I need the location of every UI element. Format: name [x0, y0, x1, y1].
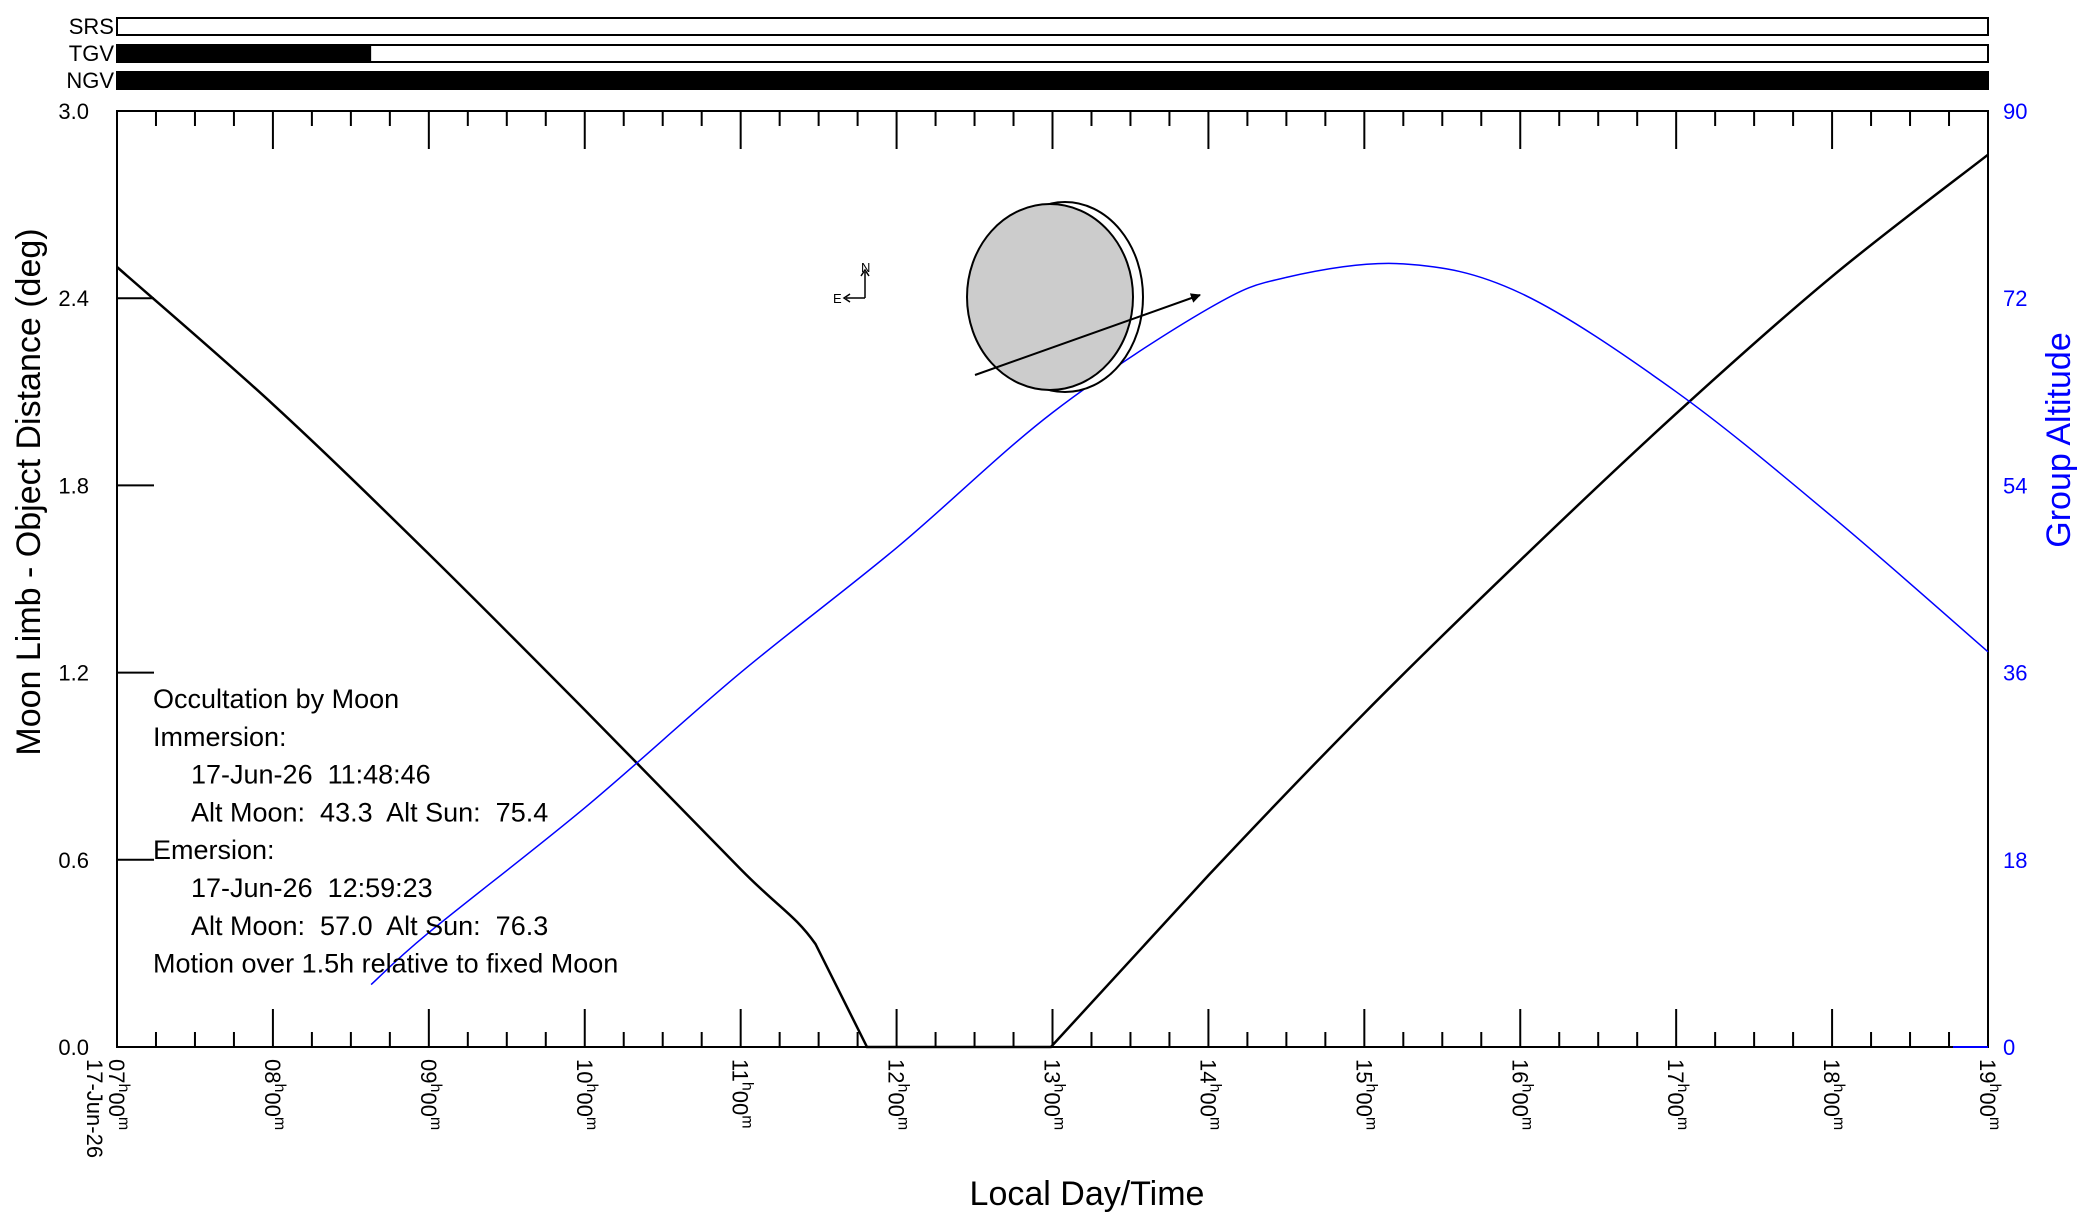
x-tick-label: 08h00m — [260, 1059, 288, 1130]
x-tick-label: 07h00m — [104, 1059, 132, 1130]
y-left-tick-label: 0.6 — [58, 848, 89, 873]
visibility-bar-label: TGV — [69, 41, 115, 66]
y-right-tick-label: 54 — [2003, 473, 2027, 498]
visibility-bar-tgv — [116, 44, 1989, 63]
y-axis-left-title: Moon Limb - Object Distance (deg) — [10, 228, 48, 755]
date-label: 17-Jun-26 — [82, 1059, 107, 1158]
info-line: Immersion: — [153, 722, 287, 752]
y-right-tick-label: 0 — [2003, 1035, 2015, 1060]
info-line: Emersion: — [153, 835, 275, 865]
axes: 07h00m 08h00m 09h00m 10h00m 11h00m 12h00m 13h0… — [58, 99, 2027, 1158]
x-axis-title: Local Day/Time — [970, 1175, 1205, 1212]
compass-e-label: E — [833, 291, 842, 306]
x-tick-label: 13h00m — [1040, 1059, 1068, 1130]
info-text: Occultation by Moon Immersion: 17-Jun-26 1… — [153, 684, 618, 979]
moon-diagram — [966, 201, 1201, 393]
x-tick-label: 12h00m — [884, 1059, 912, 1130]
x-tick-label: 14h00m — [1195, 1059, 1223, 1130]
moon-disk — [966, 203, 1134, 391]
visibility-bar-label: NGV — [66, 68, 114, 93]
y-right-tick-label: 90 — [2003, 99, 2027, 124]
y-left-tick-label: 0.0 — [58, 1035, 89, 1060]
x-tick-label: 10h00m — [572, 1059, 600, 1130]
x-tick-label: 19h00m — [1975, 1059, 2003, 1130]
compass-icon: E N — [833, 260, 870, 306]
x-tick-label: 17h00m — [1663, 1059, 1691, 1130]
y-axis-right-title: Group Altitude — [2040, 332, 2078, 547]
x-tick-label: 11h00m — [728, 1059, 756, 1129]
y-left-tick-label: 1.2 — [58, 661, 89, 686]
motion-arrow — [974, 293, 1201, 376]
x-tick-label: 15h00m — [1351, 1059, 1379, 1130]
info-line: Motion over 1.5h relative to fixed Moon — [153, 949, 618, 979]
y-right-tick-label: 72 — [2003, 286, 2027, 311]
info-line: Alt Moon: 57.0 Alt Sun: 76.3 — [191, 911, 548, 941]
y-left-tick-label: 3.0 — [58, 99, 89, 124]
distance-series-line — [116, 153, 1989, 1049]
y-left-tick-label: 1.8 — [58, 473, 89, 498]
info-line: Occultation by Moon — [153, 684, 399, 714]
visibility-fill-tgv — [117, 45, 372, 62]
altitude-series-line — [370, 262, 1989, 986]
y-right-tick-label: 36 — [2003, 661, 2027, 686]
visibility-bar-label: SRS — [69, 14, 114, 39]
y-right-tick-label: 18 — [2003, 848, 2027, 873]
y-left-tick-label: 2.4 — [58, 286, 89, 311]
info-line: 17-Jun-26 11:48:46 — [191, 760, 431, 790]
info-line: 17-Jun-26 12:59:23 — [191, 873, 433, 903]
series-lines — [116, 153, 1989, 1049]
visibility-bar-srs — [116, 17, 1989, 36]
x-tick-label: 18h00m — [1819, 1059, 1847, 1130]
compass-n-label: N — [861, 260, 870, 275]
x-tick-label: 09h00m — [416, 1059, 444, 1130]
visibility-fill-ngv — [117, 72, 1988, 89]
x-tick-label: 16h00m — [1507, 1059, 1535, 1130]
info-line: Alt Moon: 43.3 Alt Sun: 75.4 — [191, 797, 548, 827]
